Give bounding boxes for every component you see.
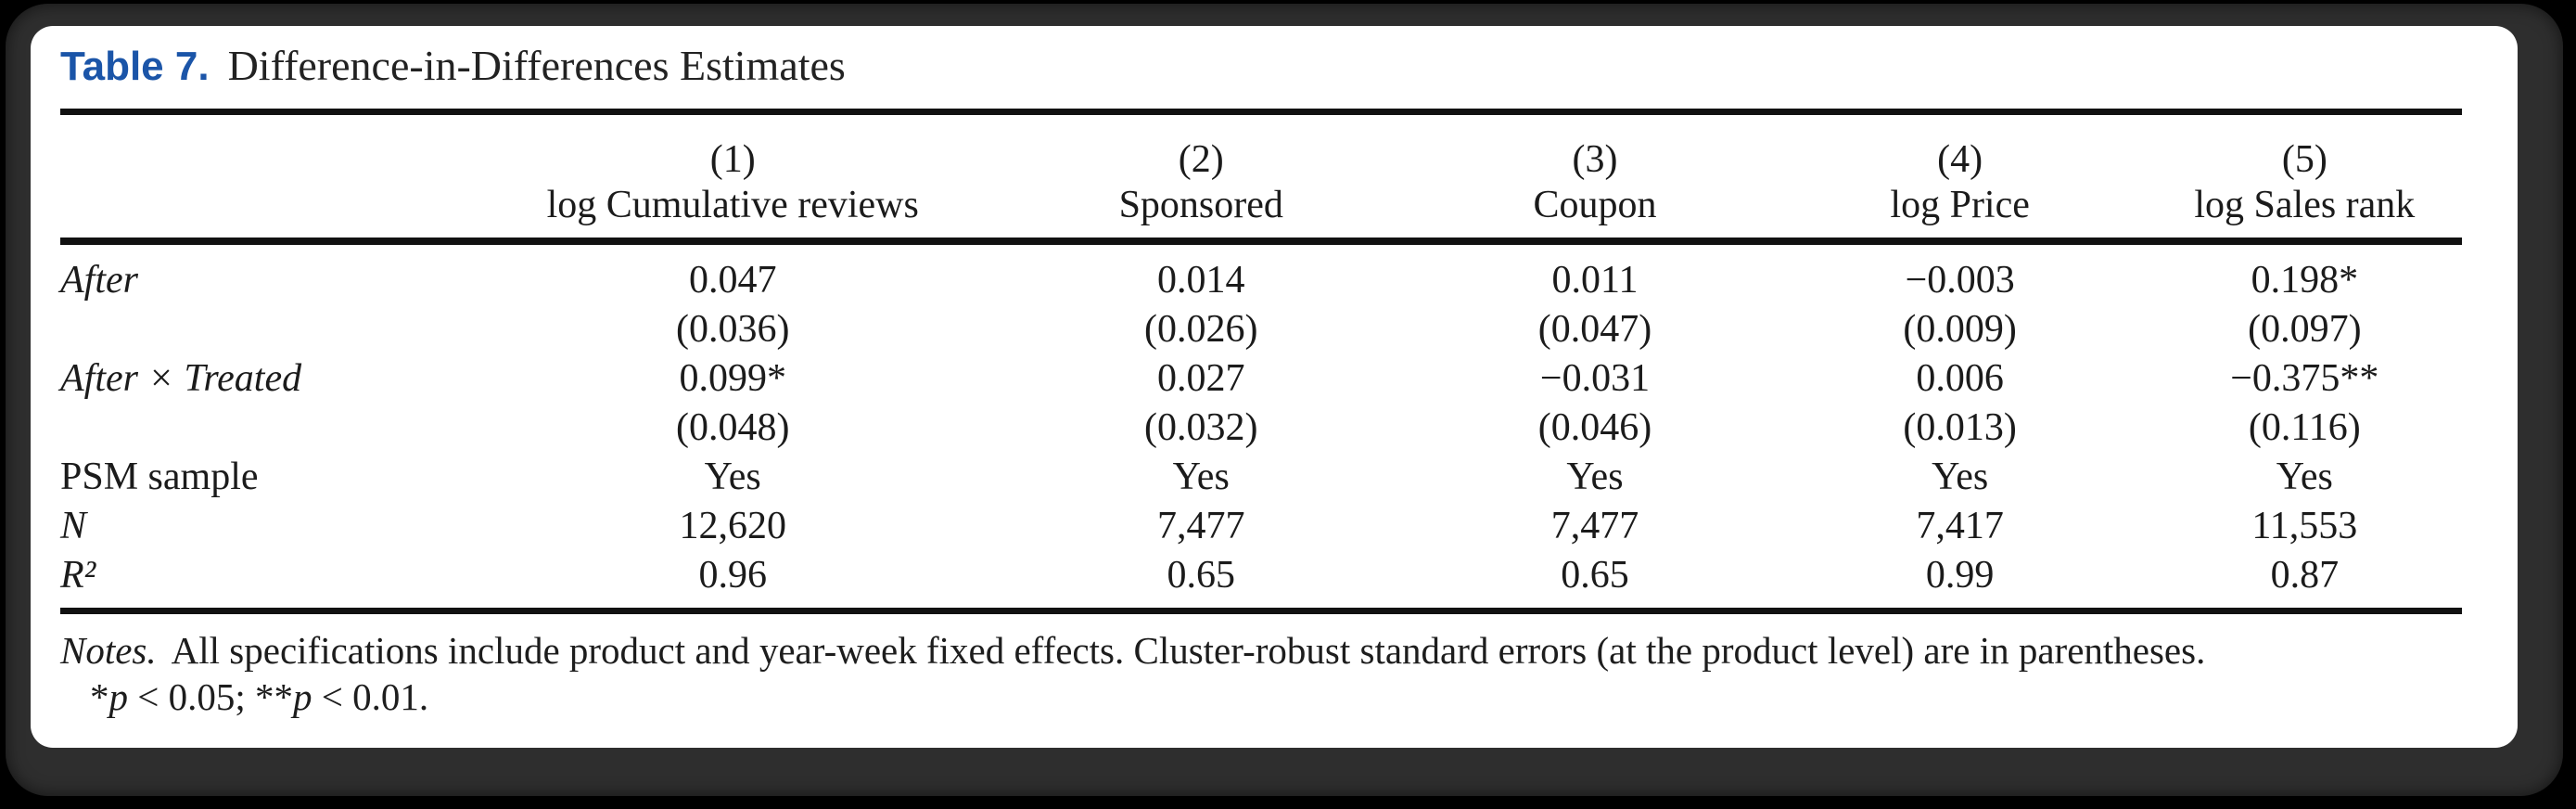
col-number-2: (2) — [1178, 138, 1224, 181]
col-number-1: (1) — [709, 138, 756, 181]
table-row-r-squared: R² 0.96 0.65 0.65 0.99 0.87 — [60, 551, 2462, 611]
value-cell: 11,553 — [2251, 505, 2358, 547]
value-cell: (0.036) — [675, 308, 790, 351]
value-cell: 0.65 — [1167, 554, 1235, 597]
table-body: After 0.047 0.014 0.011 −0.003 0.198* (0… — [60, 241, 2462, 611]
value-cell: −0.003 — [1905, 259, 2015, 302]
value-cell: 0.96 — [698, 554, 767, 597]
table-header: (1) (2) (3) (4) (5) log Cumulative revie… — [60, 112, 2462, 241]
value-cell: 12,620 — [679, 505, 786, 547]
sig-threshold-1: < 0.05; — [128, 675, 256, 718]
sig-threshold-2: < 0.01. — [312, 675, 429, 718]
value-cell: (0.013) — [1903, 406, 2017, 449]
col-number-3: (3) — [1572, 138, 1618, 181]
header-label-row: log Cumulative reviews Sponsored Coupon … — [60, 182, 2462, 241]
header-number-row: (1) (2) (3) (4) (5) — [60, 112, 2462, 183]
notes-text-line: Notes. All specifications include product… — [60, 627, 2462, 674]
value-cell: 0.198* — [2251, 259, 2359, 302]
value-cell: 7,417 — [1916, 505, 2004, 547]
value-cell: Yes — [1932, 456, 1989, 498]
table-number-label: Table 7. — [60, 44, 210, 89]
row-label: After — [60, 259, 138, 302]
col-number-5: (5) — [2281, 138, 2327, 181]
screenshot-frame: Table 7. Difference-in-Differences Estima… — [6, 4, 2563, 796]
notes-text: All specifications include product and y… — [171, 629, 2206, 672]
value-cell: −0.375** — [2230, 357, 2379, 400]
table-title: Table 7. Difference-in-Differences Estima… — [60, 39, 2462, 94]
value-cell: 0.65 — [1561, 554, 1629, 597]
value-cell: (0.048) — [675, 406, 790, 449]
table-row-psm-sample: PSM sample Yes Yes Yes Yes Yes — [60, 453, 2462, 502]
row-label: R² — [60, 554, 96, 597]
col-label-2: Sponsored — [1118, 184, 1283, 226]
did-estimates-table: (1) (2) (3) (4) (5) log Cumulative revie… — [60, 109, 2462, 614]
sig-p-1: p — [108, 675, 129, 718]
row-label: N — [60, 505, 87, 547]
value-cell: Yes — [704, 456, 761, 498]
value-cell: (0.116) — [2248, 406, 2361, 449]
significance-note: *p < 0.05; **p < 0.01. — [60, 674, 2462, 720]
value-cell: 0.011 — [1551, 259, 1639, 302]
table-row-after: After 0.047 0.014 0.011 −0.003 0.198* — [60, 241, 2462, 305]
value-cell: 0.99 — [1925, 554, 1995, 597]
value-cell: (0.032) — [1143, 406, 1258, 449]
header-corner-cell — [60, 182, 480, 241]
value-cell: (0.026) — [1143, 308, 1258, 351]
value-cell: Yes — [2276, 456, 2333, 498]
value-cell: 0.099* — [679, 357, 786, 400]
row-label: PSM sample — [60, 456, 259, 498]
value-cell: Yes — [1566, 456, 1624, 498]
value-cell: 0.027 — [1156, 357, 1245, 400]
table-notes: Notes. All specifications include product… — [60, 627, 2462, 720]
value-cell: 0.014 — [1156, 259, 1245, 302]
table-row-after-se: (0.036) (0.026) (0.047) (0.009) (0.097) — [60, 305, 2462, 354]
sig-p-2: p — [293, 675, 312, 718]
table-row-after-treated-se: (0.048) (0.032) (0.046) (0.013) (0.116) — [60, 404, 2462, 453]
table-title-text: Difference-in-Differences Estimates — [227, 42, 846, 89]
table-row-n: N 12,620 7,477 7,477 7,417 11,553 — [60, 502, 2462, 551]
value-cell: 0.87 — [2270, 554, 2340, 597]
row-label — [60, 305, 480, 354]
value-cell: (0.046) — [1537, 406, 1652, 449]
col-label-4: log Price — [1890, 184, 2030, 226]
value-cell: (0.047) — [1537, 308, 1652, 351]
row-label — [60, 404, 480, 453]
sig-star-2: ** — [255, 675, 294, 718]
value-cell: 0.047 — [688, 259, 777, 302]
value-cell: 0.006 — [1916, 357, 2004, 400]
col-number-4: (4) — [1937, 138, 1983, 181]
col-label-5: log Sales rank — [2194, 184, 2416, 226]
col-label-3: Coupon — [1533, 184, 1657, 226]
value-cell: Yes — [1172, 456, 1230, 498]
value-cell: (0.097) — [2248, 308, 2362, 351]
value-cell: −0.031 — [1539, 357, 1651, 400]
value-cell: 7,477 — [1156, 505, 1245, 547]
notes-label: Notes. — [60, 629, 157, 672]
col-label-1: log Cumulative reviews — [546, 184, 919, 226]
value-cell: 7,477 — [1550, 505, 1639, 547]
table-row-after-treated: After × Treated 0.099* 0.027 −0.031 0.00… — [60, 354, 2462, 404]
row-label: After × Treated — [60, 357, 302, 400]
value-cell: (0.009) — [1903, 308, 2017, 351]
header-corner-cell — [60, 112, 480, 183]
paper-card: Table 7. Difference-in-Differences Estima… — [31, 26, 2518, 748]
sig-star-1: * — [90, 675, 109, 718]
